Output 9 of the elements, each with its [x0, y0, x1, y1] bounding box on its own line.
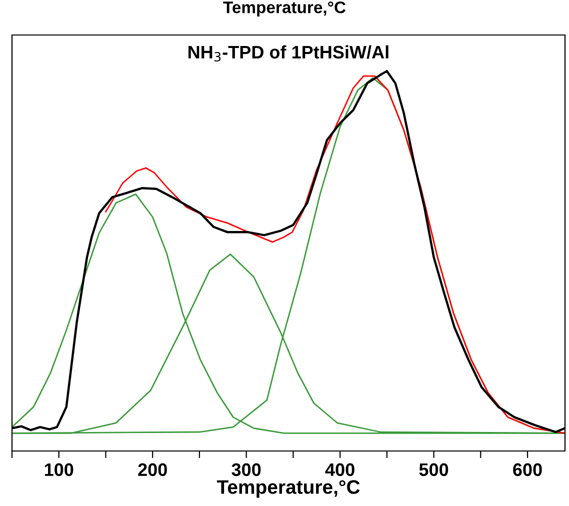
x-axis-title: Temperature,°C: [216, 480, 360, 498]
x-tick-label: 500: [419, 463, 448, 476]
x-tick-label: 600: [513, 463, 542, 476]
x-tick-label: 300: [232, 463, 261, 476]
x-tick-label: 100: [44, 463, 74, 476]
x-tick-label: 200: [138, 463, 167, 476]
chart-title: NH$_{3}$-TPD of 1PtHSiW/Al: [188, 45, 388, 62]
x-tick-label: 400: [325, 463, 354, 476]
text: Temperature,°C: [223, 1, 346, 17]
